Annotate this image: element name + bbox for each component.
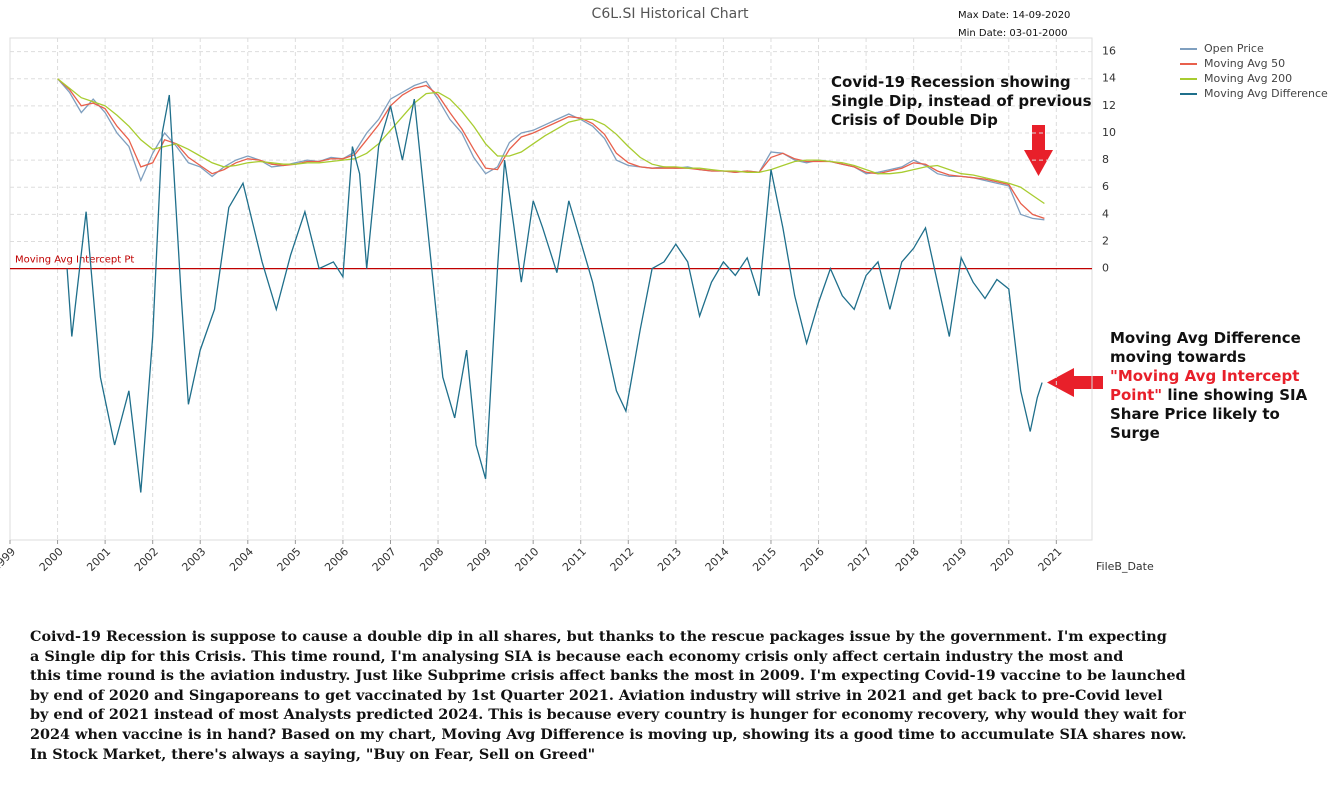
max-date: Max Date: 14-09-2020 [958, 10, 1070, 21]
y-tick-label: 0 [1102, 262, 1109, 275]
paragraph-line: In Stock Market, there's always a saying… [30, 745, 596, 763]
annotation-line: Covid-19 Recession showing [831, 73, 1071, 91]
x-tick-label: 2014 [703, 545, 732, 574]
paragraph-line: by end of 2020 and Singaporeans to get v… [30, 686, 1163, 704]
paragraph-line: Coivd-19 Recession is suppose to cause a… [30, 628, 1167, 645]
min-date: Min Date: 03-01-2000 [958, 28, 1068, 39]
down-arrow [1024, 125, 1053, 176]
x-tick-label: 2017 [845, 545, 874, 574]
annotation-text: line showing SIA Share Price likely to S… [1110, 386, 1308, 442]
intercept-label: Moving Avg Intercept Pt [15, 255, 134, 266]
x-tick-label: 2016 [798, 545, 827, 574]
x-tick-label: 2000 [37, 545, 66, 574]
x-tick-label: 2006 [322, 545, 351, 574]
legend-label: Moving Avg Difference [1204, 87, 1328, 100]
difference-annotation: Moving Avg Difference moving towards "Mo… [1110, 329, 1320, 443]
y-tick-label: 16 [1102, 45, 1116, 58]
x-tick-label: 2007 [370, 545, 399, 574]
legend-label: Moving Avg 200 [1204, 72, 1292, 85]
x-tick-label: 2004 [227, 545, 256, 574]
x-tick-label: 2019 [940, 545, 969, 574]
y-tick-label: 12 [1102, 99, 1116, 112]
annotation-line: Crisis of Double Dip [831, 111, 998, 129]
x-tick-label: 2002 [132, 545, 161, 574]
covid-annotation: Covid-19 Recession showing Single Dip, in… [831, 73, 1092, 130]
x-tick-label: 2005 [275, 545, 304, 574]
x-tick-label: 2018 [893, 545, 922, 574]
paragraph-line: by end of 2021 instead of most Analysts … [30, 706, 1186, 724]
paragraph-line: a Single dip for this Crisis. This time … [30, 647, 1124, 665]
series-line [66, 94, 1043, 493]
annotation-highlight: "Moving Avg Intercept Point" [1110, 367, 1300, 404]
y-tick-label: 4 [1102, 207, 1109, 220]
x-tick-label: 2003 [179, 545, 208, 574]
x-tick-label: 2013 [655, 545, 684, 574]
x-tick-label: 1999 [0, 545, 18, 574]
y-tick-label: 8 [1102, 153, 1109, 166]
x-tick-label: 2011 [560, 545, 589, 574]
legend-label: Open Price [1204, 42, 1264, 55]
y-tick-label: 10 [1102, 126, 1116, 139]
y-tick-label: 6 [1102, 180, 1109, 193]
chart: C6L.SI Historical Chart Max Date: 14-09-… [0, 6, 1328, 574]
x-tick-label: 2001 [84, 545, 113, 574]
paragraph-line: this time round is the aviation industry… [30, 667, 1186, 685]
x-tick-label: 2010 [512, 545, 541, 574]
chart-title: C6L.SI Historical Chart [592, 6, 749, 22]
x-axis-label: FileB_Date [1096, 560, 1154, 573]
left-arrow [1047, 368, 1103, 397]
x-tick-label: 2021 [1036, 545, 1065, 574]
x-tick-label: 2020 [988, 545, 1017, 574]
x-tick-label: 2015 [750, 545, 779, 574]
legend-label: Moving Avg 50 [1204, 57, 1285, 70]
plot-frame [9, 37, 1093, 541]
x-tick-label: 2009 [465, 545, 494, 574]
annotation-line: Single Dip, instead of previous [831, 92, 1092, 110]
annotation-text: Moving Avg Difference moving towards [1110, 329, 1301, 366]
paragraph-line: 2024 when vaccine is in hand? Based on m… [30, 725, 1187, 743]
y-tick-label: 14 [1102, 72, 1116, 85]
series-line [57, 78, 1045, 221]
x-tick-label: 2012 [608, 545, 637, 574]
x-tick-label: 2008 [417, 545, 446, 574]
commentary: Coivd-19 Recession is suppose to cause a… [30, 627, 1187, 764]
series-line [57, 78, 1045, 205]
y-tick-label: 2 [1102, 235, 1109, 248]
